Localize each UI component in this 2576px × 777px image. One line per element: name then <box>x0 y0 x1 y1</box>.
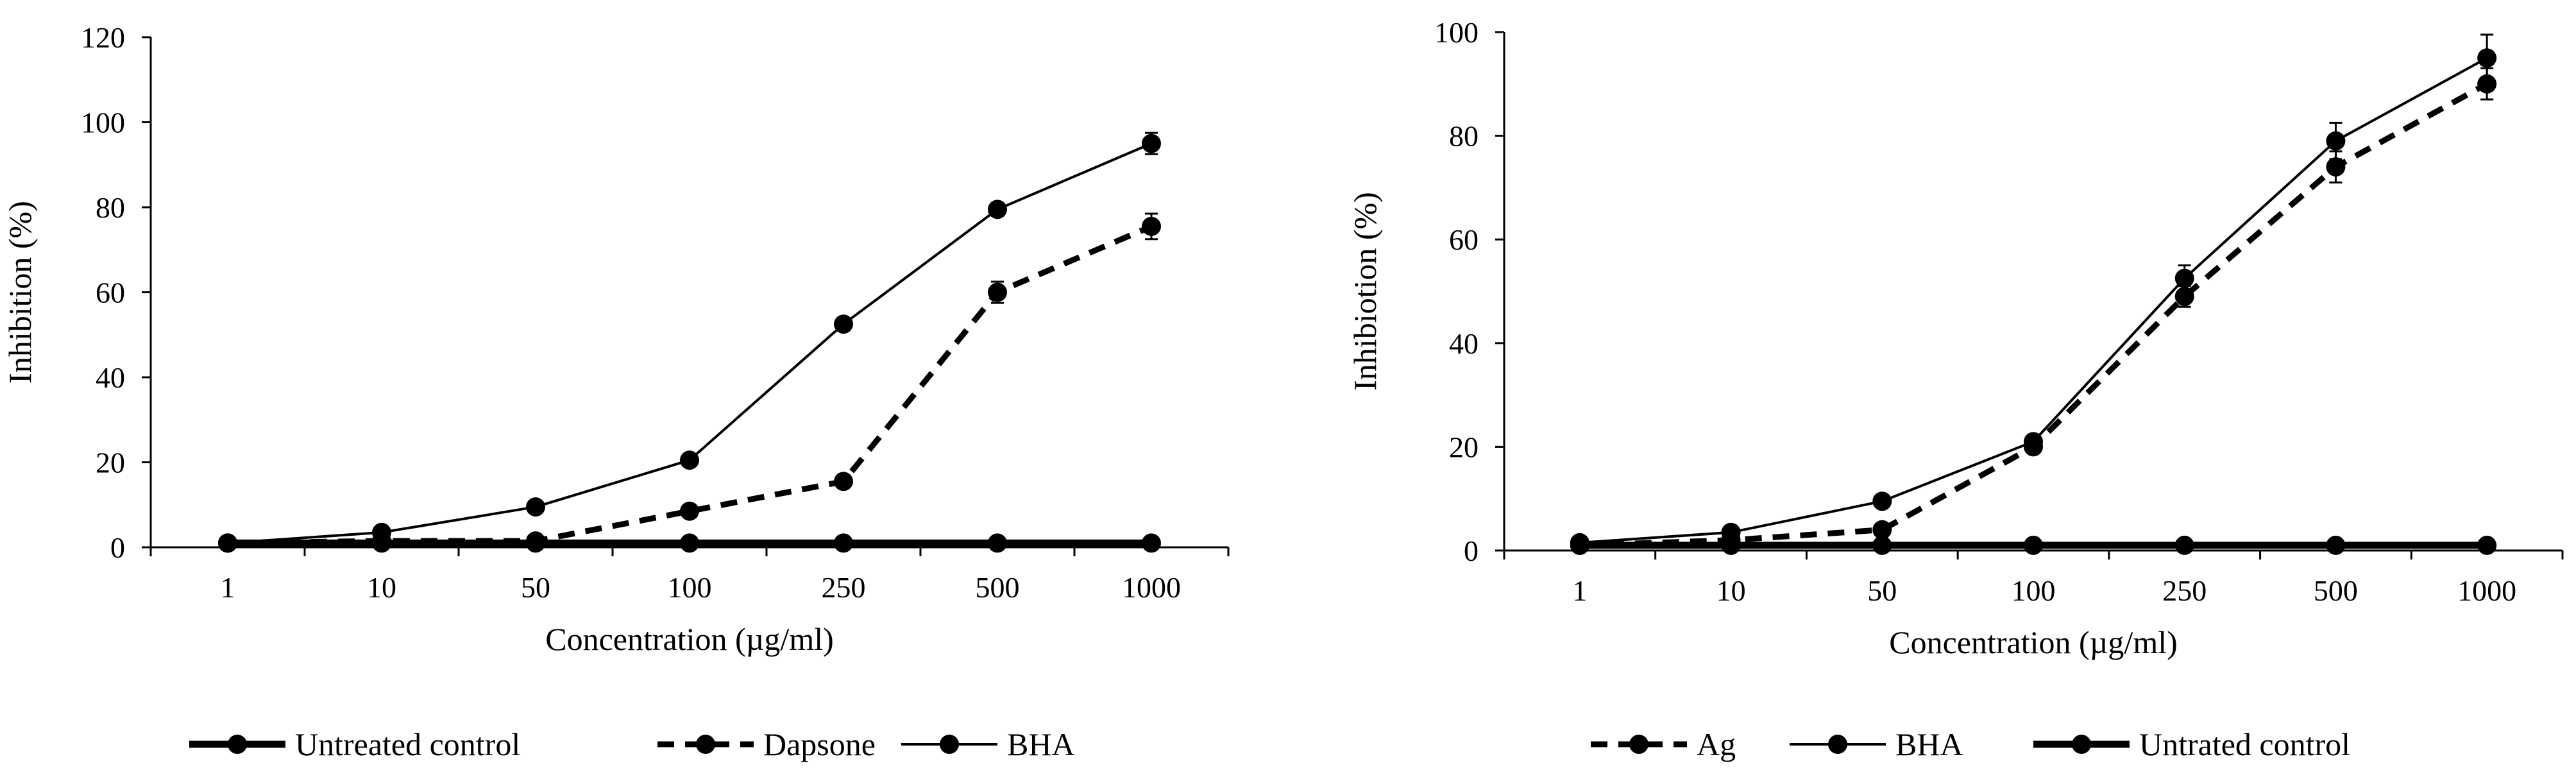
legend-label: Ag <box>1697 726 1736 762</box>
series-line <box>227 223 1153 546</box>
legend-label: Untrated control <box>2139 726 2350 762</box>
x-tick-label: 10 <box>1716 574 1746 607</box>
data-point <box>2477 535 2497 555</box>
y-tick-label: 40 <box>1449 327 1479 360</box>
legend-marker <box>940 735 959 754</box>
x-tick-label: 10 <box>367 571 396 604</box>
x-tick-label: 250 <box>2162 574 2207 607</box>
y-tick-label: 0 <box>1464 534 1479 567</box>
data-point <box>1872 535 1892 555</box>
data-point <box>988 533 1007 553</box>
data-point <box>680 501 699 521</box>
data-point <box>526 497 545 517</box>
data-point <box>2326 535 2346 555</box>
y-tick-label: 20 <box>1449 431 1479 463</box>
data-point <box>2326 131 2346 151</box>
data-point <box>988 282 1007 302</box>
chart-right-inhibition-ag: 0 20 40 60 80 100 1 10 50 100 250 500 1000 Concentrat… <box>1347 16 2564 762</box>
legend-item: BHA <box>901 726 1075 762</box>
data-point <box>218 533 237 553</box>
legend-marker <box>696 735 715 754</box>
series-bha <box>1570 33 2497 552</box>
x-tick-label: 500 <box>976 571 1020 604</box>
x-tick-label: 1000 <box>2457 574 2516 607</box>
x-axis-title: Concentration (µg/ml) <box>545 621 834 657</box>
legend-item: Untrated control <box>2033 726 2350 762</box>
data-point <box>2477 48 2497 68</box>
legend-label: BHA <box>1895 726 1963 762</box>
series-line <box>227 142 1152 545</box>
x-tick-label: 1000 <box>1122 571 1181 604</box>
series-dapsone <box>218 212 1161 553</box>
y-tick-label: 0 <box>110 531 125 564</box>
y-tick-label: 20 <box>96 447 125 479</box>
data-point <box>988 200 1007 219</box>
legend-marker <box>2072 735 2091 754</box>
legend-item: BHA <box>1790 726 1963 762</box>
legend-marker <box>228 735 247 754</box>
series-untreated-control <box>218 533 1161 553</box>
data-point <box>2024 432 2043 452</box>
data-point <box>1142 133 1161 153</box>
y-tick-label: 120 <box>81 21 125 54</box>
y-tick-label: 80 <box>1449 120 1479 153</box>
legend-item: Dapsone <box>657 726 876 762</box>
y-tick-label: 60 <box>1449 223 1479 256</box>
data-point <box>1721 535 1741 555</box>
data-point <box>526 531 545 551</box>
x-tick-label: 500 <box>2314 574 2358 607</box>
legend-label: Untreated control <box>295 726 520 762</box>
legend-marker <box>1629 735 1648 754</box>
y-tick-label: 60 <box>96 277 125 309</box>
data-point <box>680 450 699 470</box>
data-point <box>1142 533 1161 553</box>
data-point <box>834 533 853 553</box>
x-tick-label: 100 <box>2012 574 2056 607</box>
legend-marker <box>1828 735 1847 754</box>
data-point <box>372 522 391 542</box>
y-tick-label: 80 <box>96 191 125 224</box>
chart-left-tyrosinase-inhibition: 0 20 40 60 80 100 120 1 10 50 100 250 500 1000 Concent… <box>2 21 1230 762</box>
data-point <box>2174 268 2194 288</box>
y-axis-title: Inhibition (%) <box>2 201 38 384</box>
x-tick-label: 100 <box>668 571 712 604</box>
series-line <box>1579 81 2489 549</box>
x-axis-title: Concentration (µg/ml) <box>1889 624 2178 660</box>
series-untrated-control <box>1570 535 2497 555</box>
x-tick-label: 50 <box>1867 574 1897 607</box>
x-tick-label: 50 <box>521 571 550 604</box>
y-axis-title: Inhibiotion (%) <box>1347 192 1383 391</box>
x-tick-label: 1 <box>1572 574 1587 607</box>
legend-label: BHA <box>1007 726 1075 762</box>
data-point <box>2024 535 2043 555</box>
data-point <box>1142 216 1161 236</box>
data-point <box>2477 74 2497 94</box>
series-ag <box>1570 67 2497 555</box>
y-tick-label: 100 <box>81 107 125 139</box>
legend-label: Dapsone <box>763 726 876 762</box>
legend-item: Ag <box>1591 726 1736 762</box>
data-point <box>834 472 853 491</box>
series-line <box>1579 56 2488 544</box>
series-bha <box>218 132 1161 553</box>
data-point <box>2174 535 2194 555</box>
y-tick-label: 40 <box>96 361 125 394</box>
y-tick-label: 100 <box>1434 16 1479 49</box>
data-point <box>1872 491 1892 511</box>
x-tick-label: 1 <box>221 571 235 604</box>
data-point <box>1872 520 1892 540</box>
legend-item: Untreated control <box>189 726 520 762</box>
data-point <box>834 314 853 334</box>
data-point <box>2326 157 2346 177</box>
data-point <box>680 533 699 553</box>
data-point <box>1570 535 1589 555</box>
x-tick-label: 250 <box>822 571 866 604</box>
